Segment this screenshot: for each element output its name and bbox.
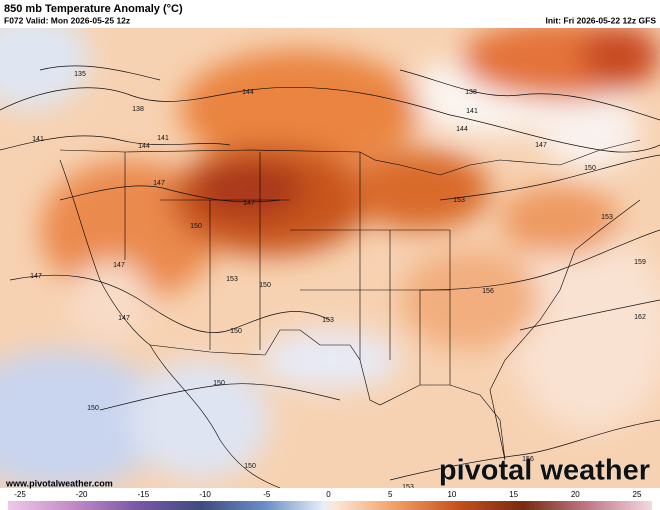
contour-label: 150 bbox=[584, 165, 596, 172]
contour-label: 150 bbox=[244, 463, 256, 470]
contour-label: 135 bbox=[74, 71, 86, 78]
logo: pivotal weather bbox=[439, 455, 650, 487]
contour-label: 141 bbox=[157, 135, 169, 142]
contour-label: 141 bbox=[466, 108, 478, 115]
colorbar-tick-label: -25 bbox=[14, 490, 26, 499]
colorbar-tick-label: -20 bbox=[76, 490, 88, 499]
valid-time: F072 Valid: Mon 2026-05-25 12z bbox=[4, 15, 130, 25]
contour-label: 150 bbox=[213, 380, 225, 387]
contour-label: 147 bbox=[243, 200, 255, 207]
contour-label: 162 bbox=[634, 314, 646, 321]
contour-label: 153 bbox=[453, 197, 465, 204]
contour-label: 141 bbox=[32, 136, 44, 143]
contour-label: 138 bbox=[465, 89, 477, 96]
colorbar-tick-label: -10 bbox=[199, 490, 211, 499]
contour-label: 144 bbox=[456, 126, 468, 133]
contour-label: 153 bbox=[226, 276, 238, 283]
title: 850 mb Temperature Anomaly (°C) bbox=[4, 3, 183, 15]
contour-label: 156 bbox=[522, 456, 534, 463]
colorbar-tick-label: -15 bbox=[138, 490, 150, 499]
contour-label: 138 bbox=[132, 106, 144, 113]
contour-label: 153 bbox=[322, 317, 334, 324]
map-field: 135 138 141 141 144 144 138 141 144 147 147 147 150 1… bbox=[0, 28, 660, 491]
colorbar-tick-label: 10 bbox=[447, 490, 456, 499]
colorbar bbox=[8, 501, 652, 510]
colorbar-tick-label: 0 bbox=[326, 490, 331, 499]
contour-label: 150 bbox=[87, 405, 99, 412]
colorbar-tick-label: 20 bbox=[571, 490, 580, 499]
website: www.pivotalweather.com bbox=[5, 478, 113, 488]
contour-label: 153 bbox=[601, 214, 613, 221]
contour-label: 159 bbox=[634, 259, 646, 266]
contour-label: 156 bbox=[482, 288, 494, 295]
contour-label: 150 bbox=[230, 328, 242, 335]
colorbar-tick-label: 5 bbox=[388, 490, 393, 499]
contour-label: 144 bbox=[138, 143, 150, 150]
colorbar-tick-label: -5 bbox=[263, 490, 271, 499]
colorbar-tick-label: 15 bbox=[509, 490, 518, 499]
contour-label: 147 bbox=[113, 262, 125, 269]
contour-label: 147 bbox=[30, 273, 42, 280]
init-time: Init: Fri 2026-05-22 12z GFS bbox=[545, 15, 656, 25]
contour-label: 150 bbox=[190, 223, 202, 230]
contour-label: 147 bbox=[118, 315, 130, 322]
colorbar-tick-label: 25 bbox=[633, 490, 642, 499]
contour-label: 144 bbox=[242, 89, 254, 96]
contour-label: 147 bbox=[535, 142, 547, 149]
contour-label: 150 bbox=[259, 282, 271, 289]
contour-label: 147 bbox=[153, 180, 165, 187]
contour-label: 153 bbox=[402, 484, 414, 491]
